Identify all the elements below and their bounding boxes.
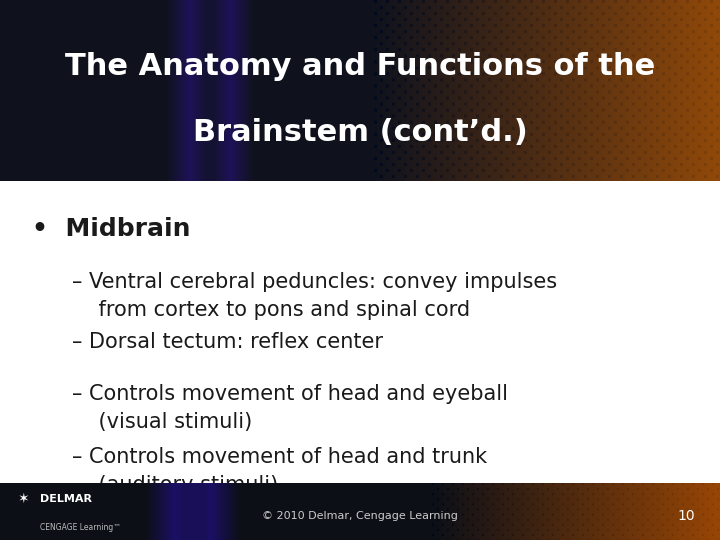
Text: CENGAGE Learning™: CENGAGE Learning™: [40, 523, 120, 532]
Text: ✶: ✶: [18, 492, 30, 506]
Text: DELMAR: DELMAR: [40, 494, 91, 504]
Text: – Ventral cerebral peduncles: convey impulses
    from cortex to pons and spinal: – Ventral cerebral peduncles: convey imp…: [72, 272, 557, 320]
Text: – Controls movement of head and trunk
    (auditory stimuli): – Controls movement of head and trunk (a…: [72, 447, 487, 495]
Text: 10: 10: [678, 509, 695, 523]
Text: – Dorsal tectum: reflex center: – Dorsal tectum: reflex center: [72, 332, 383, 352]
Text: – Controls movement of head and eyeball
    (visual stimuli): – Controls movement of head and eyeball …: [72, 383, 508, 431]
Text: Brainstem (cont’d.): Brainstem (cont’d.): [193, 118, 527, 146]
Text: © 2010 Delmar, Cengage Learning: © 2010 Delmar, Cengage Learning: [262, 511, 458, 521]
Text: The Anatomy and Functions of the: The Anatomy and Functions of the: [65, 52, 655, 82]
Text: •  Midbrain: • Midbrain: [32, 217, 191, 241]
